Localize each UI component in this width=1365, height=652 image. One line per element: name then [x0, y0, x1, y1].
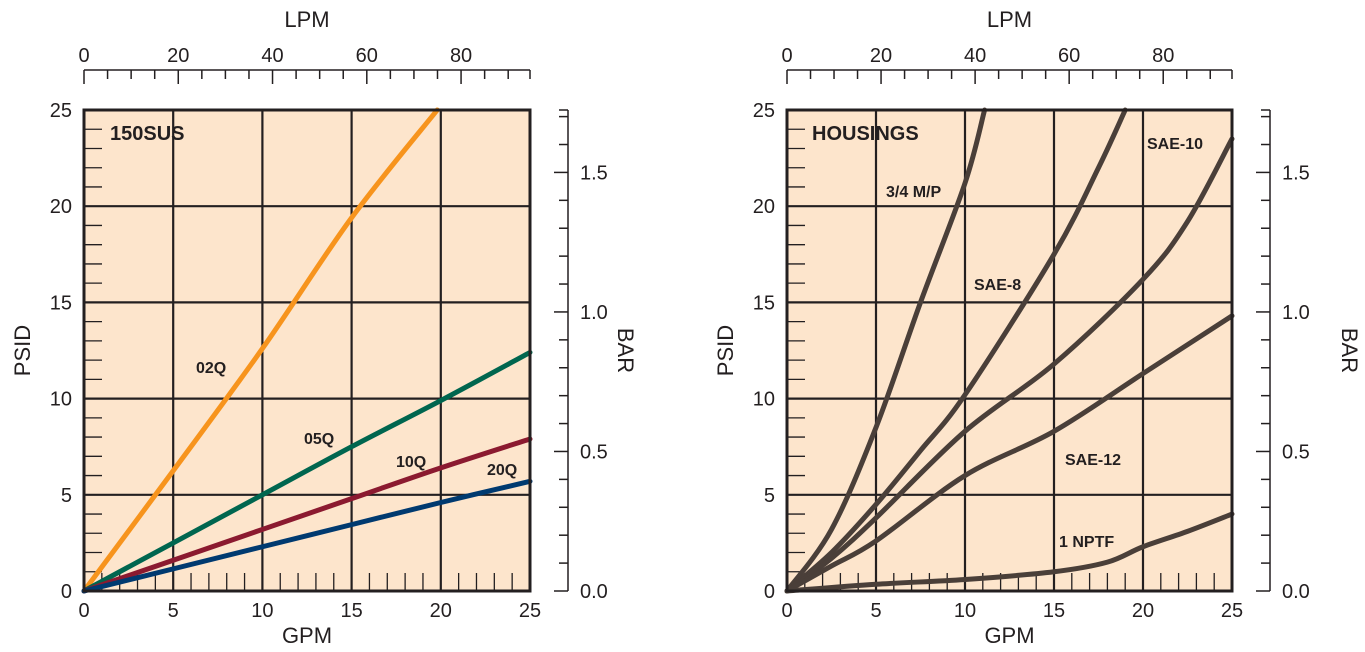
x-tick-label: 15: [1043, 600, 1065, 622]
x-tick-label: 5: [168, 600, 179, 622]
x-axis-title: GPM: [984, 623, 1034, 648]
bar-tick-label: 1.5: [580, 162, 608, 184]
series-label: SAE-10: [1147, 136, 1203, 153]
series-line-20q: [81, 478, 533, 594]
series-line-1-nptf: [784, 511, 1235, 594]
bar-tick-label: 0.0: [1282, 581, 1310, 603]
series-label: SAE-12: [1065, 452, 1121, 469]
series-line-sae-10: [784, 136, 1235, 594]
lpm-tick-label: 0: [781, 45, 792, 67]
chart-panel-pressure-drop-housings: 3/4 M/P SAE-8 SAE-10 SAE-12 1 NPTF HOUSINGS 0 5…: [713, 7, 1362, 648]
plot-background: [787, 110, 1232, 591]
bar-axis-title: BAR: [613, 328, 638, 373]
lpm-tick-label: 40: [261, 45, 283, 67]
y-tick-label: 25: [753, 100, 775, 122]
series-label: 05Q: [304, 431, 334, 448]
series-line-05q: [81, 349, 533, 594]
x-tick-label: 5: [870, 600, 881, 622]
series-label: 3/4 M/P: [886, 184, 941, 201]
lpm-tick-label: 80: [450, 45, 472, 67]
series-line-10q: [81, 436, 533, 594]
series-label: 10Q: [396, 454, 426, 471]
plot-frame: [82, 108, 532, 593]
x-tick-label: 20: [1132, 600, 1154, 622]
lpm-axis-title: LPM: [284, 7, 329, 32]
lpm-tick-label: 80: [1152, 45, 1174, 67]
plot-frame: [785, 108, 1234, 593]
chart-panel-pressure-drop-150sus: 02Q 05Q 10Q 20Q 150SUS 0 5 10 15 20 25 GPM 0 5 10 15 20 2…: [10, 7, 638, 648]
y-tick-label: 0: [61, 581, 72, 603]
lpm-tick-label: 60: [1058, 45, 1080, 67]
lpm-tick-label: 40: [964, 45, 986, 67]
y-axis-title: PSID: [713, 325, 738, 376]
plot-background: [84, 110, 530, 591]
bar-tick-label: 0.5: [1282, 441, 1310, 463]
y-tick-label: 15: [50, 292, 72, 314]
lpm-tick-label: 0: [78, 45, 89, 67]
x-tick-label: 0: [78, 600, 89, 622]
y-tick-label: 25: [50, 100, 72, 122]
lpm-tick-label: 20: [167, 45, 189, 67]
series-label: SAE-8: [974, 277, 1021, 294]
bar-tick-label: 1.0: [1282, 302, 1310, 324]
lpm-tick-label: 60: [356, 45, 378, 67]
y-tick-label: 20: [753, 196, 775, 218]
bar-tick-label: 1.0: [580, 302, 608, 324]
y-axis-title: PSID: [10, 325, 35, 376]
y-tick-label: 10: [50, 389, 72, 411]
panel-title: 150SUS: [110, 123, 185, 145]
x-tick-label: 25: [1221, 600, 1243, 622]
x-axis-title: GPM: [282, 623, 332, 648]
lpm-tick-label: 20: [870, 45, 892, 67]
y-tick-label: 20: [50, 196, 72, 218]
bar-tick-label: 0.0: [580, 581, 608, 603]
series-line-sae-12: [784, 313, 1235, 594]
series-label: 1 NPTF: [1059, 534, 1114, 551]
x-tick-label: 25: [519, 600, 541, 622]
series-label: 02Q: [196, 360, 226, 377]
y-tick-label: 10: [753, 389, 775, 411]
x-tick-label: 10: [251, 600, 273, 622]
lpm-axis-title: LPM: [987, 7, 1032, 32]
x-tick-label: 20: [430, 600, 452, 622]
y-tick-label: 5: [764, 485, 775, 507]
series-label: 20Q: [487, 462, 517, 479]
bar-axis-title: BAR: [1337, 328, 1362, 373]
y-tick-label: 5: [61, 485, 72, 507]
x-tick-label: 15: [340, 600, 362, 622]
x-tick-label: 10: [954, 600, 976, 622]
series-line-3-4-m-p: [784, 107, 988, 594]
y-tick-label: 0: [764, 581, 775, 603]
bar-tick-label: 1.5: [1282, 162, 1310, 184]
panel-title: HOUSINGS: [812, 123, 919, 145]
series-line-02q: [81, 107, 440, 594]
x-tick-label: 0: [781, 600, 792, 622]
y-tick-label: 15: [753, 292, 775, 314]
bar-tick-label: 0.5: [580, 441, 608, 463]
series-line-sae-8: [784, 107, 1128, 594]
